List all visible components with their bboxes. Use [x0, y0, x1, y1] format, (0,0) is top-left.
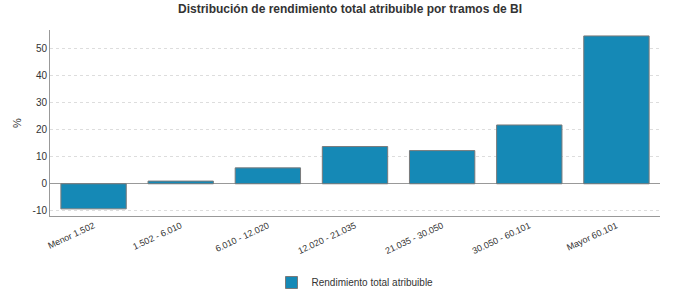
svg-text:30.050 - 60.101: 30.050 - 60.101: [471, 220, 532, 256]
svg-text:50: 50: [36, 43, 48, 54]
svg-text:21.035 - 30.050: 21.035 - 30.050: [384, 220, 445, 256]
svg-text:30: 30: [36, 97, 48, 108]
svg-text:%: %: [11, 118, 23, 128]
svg-text:20: 20: [36, 124, 48, 135]
svg-text:Mayor 60.101: Mayor 60.101: [565, 220, 619, 252]
svg-text:0: 0: [41, 178, 47, 189]
svg-text:1.502 - 6.010: 1.502 - 6.010: [131, 220, 183, 251]
svg-text:Menor 1.502: Menor 1.502: [46, 220, 96, 250]
svg-text:40: 40: [36, 70, 48, 81]
svg-text:12.020 - 21.035: 12.020 - 21.035: [296, 220, 357, 256]
svg-text:-10: -10: [33, 205, 48, 216]
svg-text:Distribución de rendimiento to: Distribución de rendimiento total atribu…: [178, 2, 522, 16]
svg-text:10: 10: [36, 151, 48, 162]
svg-text:Rendimiento total atribuible: Rendimiento total atribuible: [312, 277, 434, 288]
svg-text:6.010 - 12.020: 6.010 - 12.020: [214, 220, 271, 254]
